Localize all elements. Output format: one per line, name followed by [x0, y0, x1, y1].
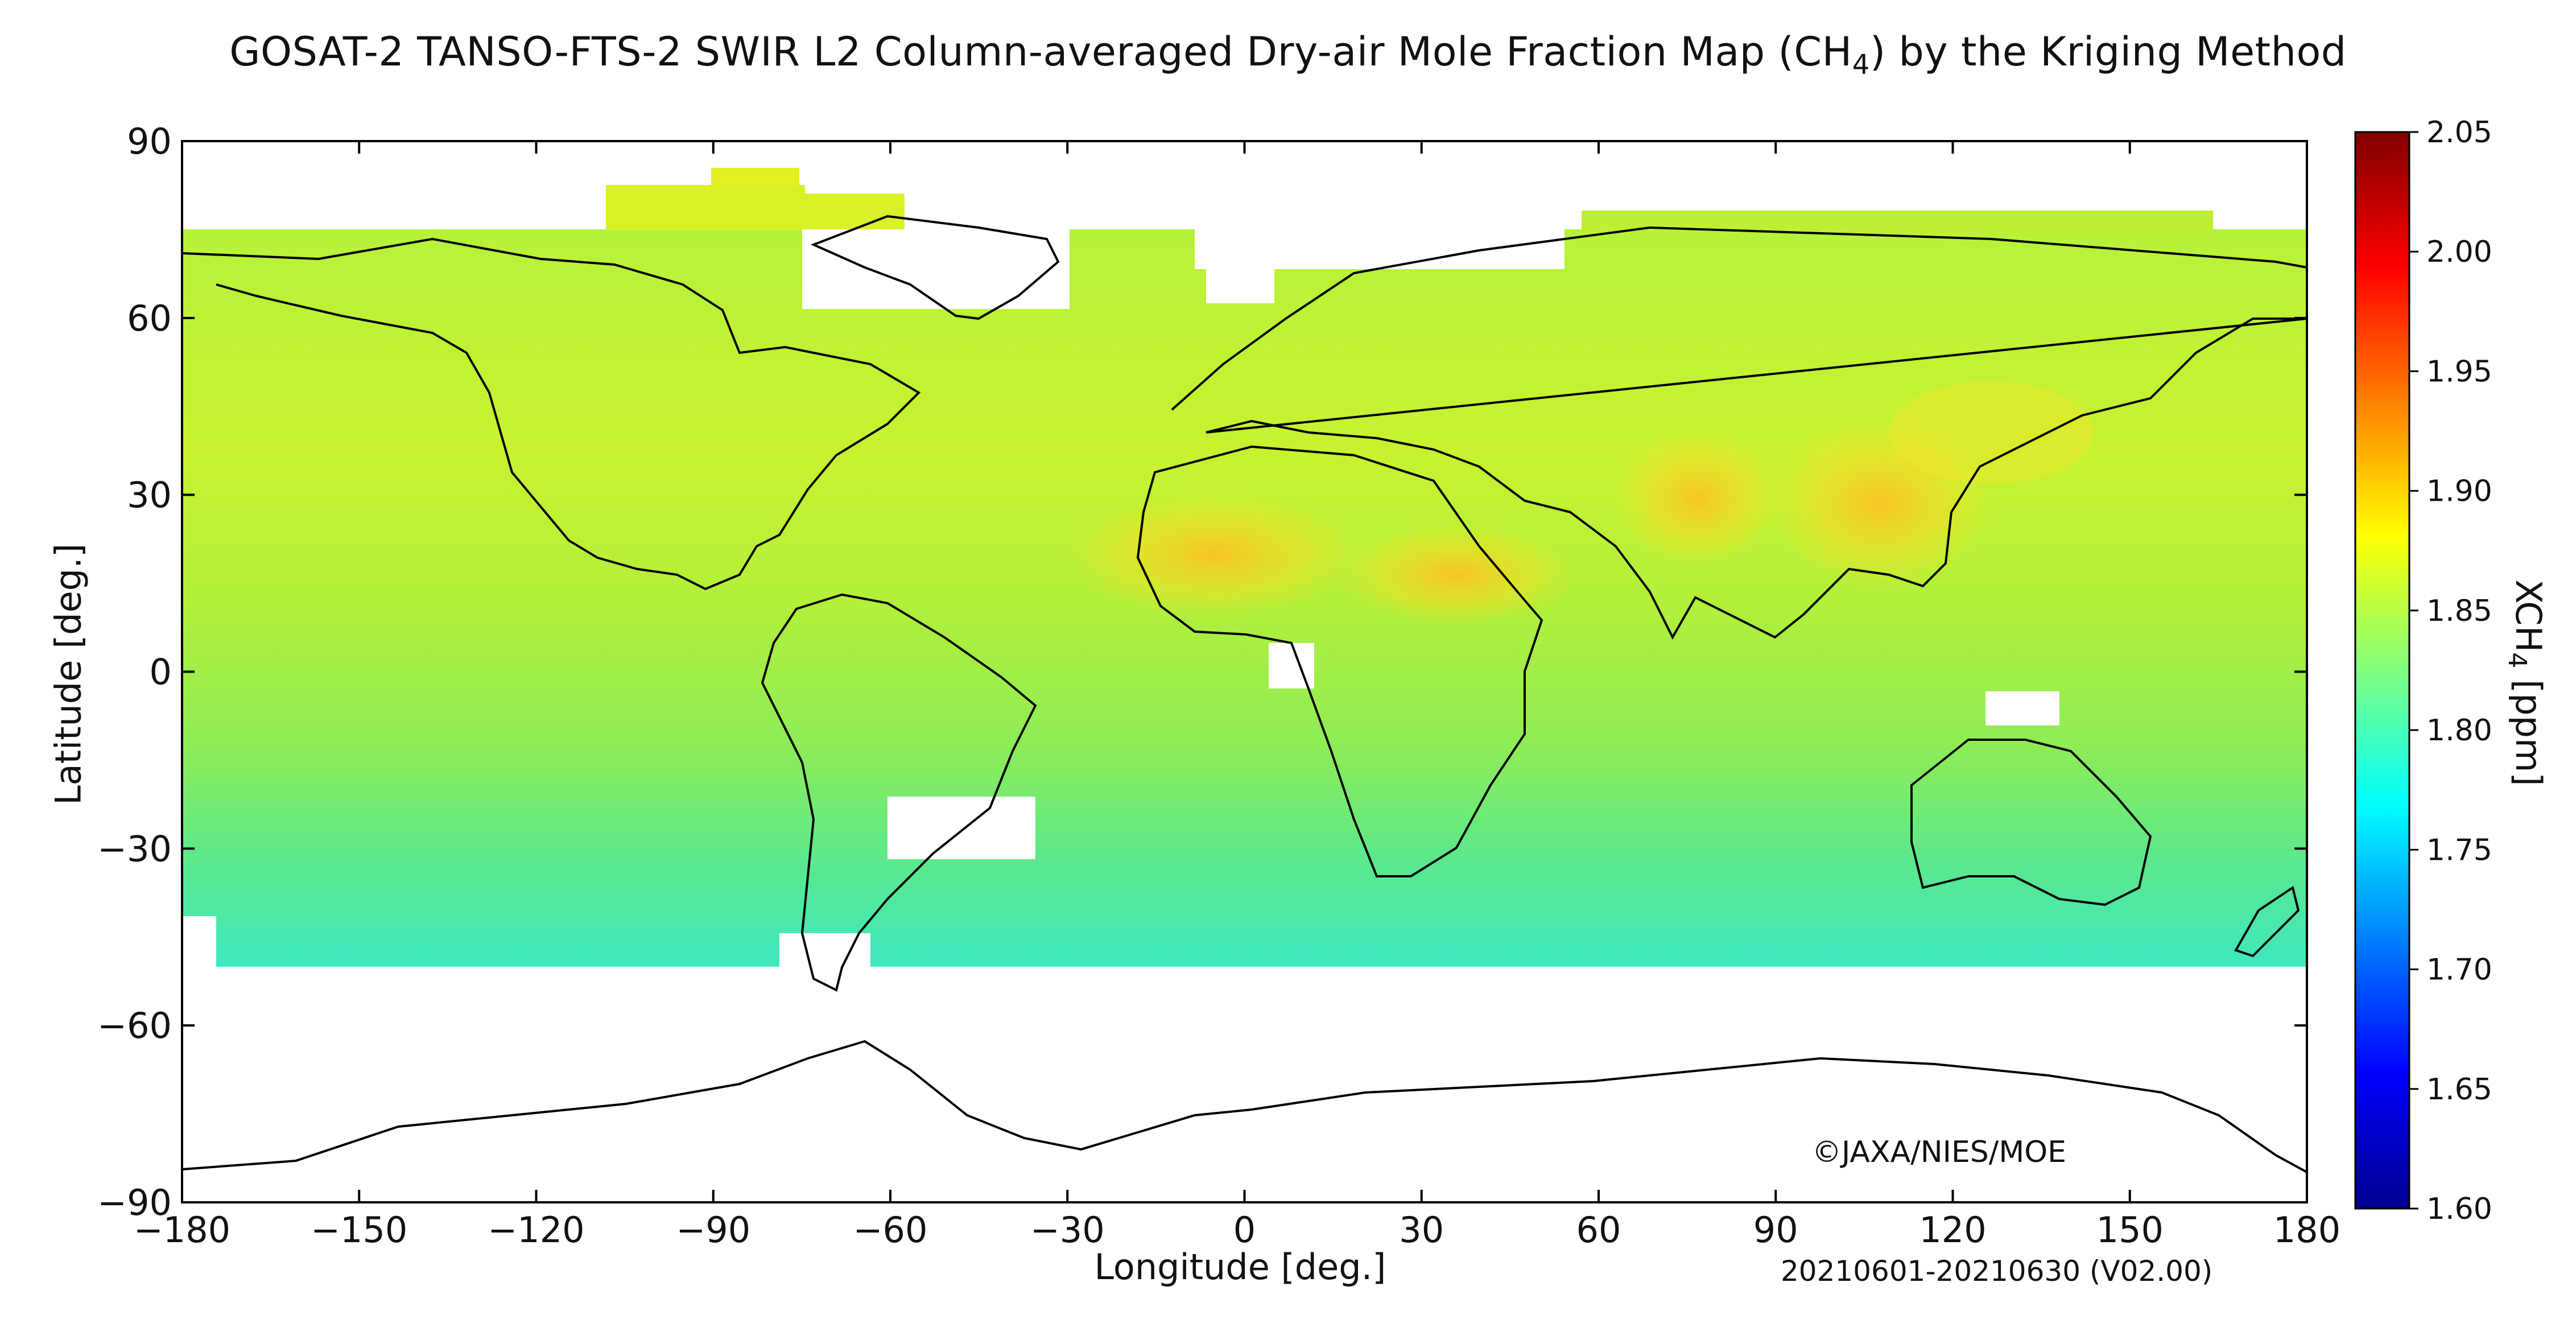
period-text: 20210601-20210630 (V02.00)	[1781, 1255, 2213, 1288]
x-tick-label: −180	[134, 1209, 230, 1251]
y-tick-label: −60	[97, 1005, 172, 1046]
x-tick-label: −60	[853, 1209, 928, 1251]
no-data-gap	[1206, 269, 1274, 303]
colorbar-tick-label: 1.90	[2426, 475, 2492, 509]
colorbar-label-subscript: 4	[2502, 652, 2532, 669]
coastline-greenland	[810, 215, 1060, 320]
colorbar-tick-label: 1.70	[2426, 953, 2492, 987]
colorbar-tick-label: 2.05	[2426, 116, 2492, 150]
x-tick-label: 150	[2096, 1209, 2164, 1251]
colorbar-ticks: 2.05 2.00 1.95 1.90 1.85 1.80 1.75 1.70 1.65 1.60	[2409, 116, 2492, 1226]
data-patch	[606, 185, 805, 230]
y-tick-label: 60	[127, 298, 172, 339]
y-tick-label: −90	[97, 1182, 172, 1223]
colorbar-label-tail: [ppm]	[2508, 668, 2550, 786]
xch4-field	[182, 168, 2307, 1173]
title-main: GOSAT-2 TANSO-FTS-2 SWIR L2 Column-avera…	[229, 28, 1852, 75]
y-axis-label: Latitude [deg.]	[47, 543, 89, 805]
x-tick-label: −120	[488, 1209, 584, 1251]
data-patch	[805, 193, 905, 230]
coastline-south-america	[761, 593, 1037, 992]
x-tick-label: 0	[1233, 1209, 1256, 1251]
hotspot-western-sahara	[1067, 492, 1363, 617]
coastlines	[182, 215, 2307, 1173]
y-tick-label: 0	[150, 652, 172, 693]
colorbar-tick-label: 1.60	[2426, 1192, 2492, 1226]
coastline-new-zealand	[2234, 885, 2300, 958]
no-data-gap	[1985, 691, 2059, 725]
colorbar-tick-label: 1.75	[2426, 833, 2492, 867]
x-tick-label: −30	[1030, 1209, 1105, 1251]
credit-text: ©JAXA/NIES/MOE	[1812, 1135, 2066, 1169]
x-tick-label: −90	[676, 1209, 750, 1251]
x-tick-label: 120	[1919, 1209, 1986, 1251]
x-tick-label: 60	[1576, 1209, 1621, 1251]
chart-title: GOSAT-2 TANSO-FTS-2 SWIR L2 Column-avera…	[0, 28, 2576, 81]
hotspot-arabia	[1337, 523, 1576, 626]
hotspot-eastern-china	[1766, 418, 1994, 589]
colorbar-tick-label: 1.85	[2426, 594, 2492, 628]
title-tail: ) by the Kriging Method	[1869, 28, 2347, 75]
coastline-africa	[1136, 445, 1543, 877]
data-patch	[711, 168, 799, 188]
colorbar-tick-label: 2.00	[2426, 235, 2492, 269]
x-axis-label: Longitude [deg.]	[1094, 1246, 1386, 1288]
colorbar-tick-label: 1.80	[2426, 714, 2492, 748]
hotspot-northern-india	[1613, 430, 1784, 566]
no-data-gap	[1195, 229, 1564, 269]
colorbar-tick-label: 1.95	[2426, 354, 2492, 389]
x-tick-label: 30	[1399, 1209, 1444, 1251]
y-tick-label: 30	[127, 475, 172, 516]
coastline-eurasia	[1171, 226, 2307, 640]
colorbar-label: XCH4 [ppm]	[2503, 579, 2549, 786]
title-subscript: 4	[1852, 49, 1870, 81]
y-tick-label: −30	[97, 828, 172, 869]
x-axis: −180 −150 −120 −90 −60 −30 0 30 60 90 120 150 180	[134, 141, 2340, 1251]
x-tick-label: −150	[311, 1209, 407, 1251]
x-tick-label: 90	[1753, 1209, 1798, 1251]
no-data-gap	[887, 797, 1035, 859]
colorbar	[2354, 131, 2410, 1210]
data-patch	[1582, 211, 2213, 233]
colorbar-label-main: XCH	[2508, 579, 2550, 653]
y-axis: 90 60 30 0 −30 −60 −90	[97, 121, 2307, 1223]
no-data-gap	[802, 229, 1070, 309]
coastline-australia	[1910, 739, 2152, 906]
colorbar-tick-label: 1.65	[2426, 1073, 2492, 1107]
no-data-gap	[182, 916, 216, 967]
coastline-north-america	[182, 237, 921, 591]
no-data-gap	[1269, 643, 1314, 689]
x-tick-label: 180	[2273, 1209, 2340, 1251]
y-tick-label: 90	[127, 121, 172, 162]
coastline-antarctica	[182, 1040, 2307, 1173]
hotspot-japan-sea	[1889, 381, 2094, 484]
